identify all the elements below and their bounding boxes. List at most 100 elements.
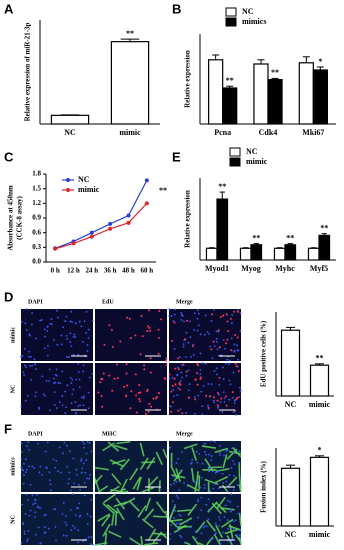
nucleus <box>216 373 218 376</box>
fiber <box>220 518 234 528</box>
nucleus <box>73 482 75 485</box>
nucleus <box>191 458 194 461</box>
edu-cell <box>197 364 200 367</box>
nucleus <box>66 444 68 447</box>
nucleus <box>197 498 199 501</box>
fiber <box>116 507 125 521</box>
marker <box>108 226 113 231</box>
edu-cell <box>222 314 225 317</box>
edu-cell <box>111 389 114 392</box>
nucleus <box>223 397 226 400</box>
nucleus <box>219 543 222 545</box>
nucleus <box>88 376 91 379</box>
nucleus <box>44 395 46 397</box>
nucleus <box>22 462 25 465</box>
panel-letter: C <box>4 149 14 164</box>
edu-cell <box>113 377 116 380</box>
nucleus <box>219 401 222 403</box>
nucleus <box>180 536 183 539</box>
fiber <box>186 483 200 492</box>
edu-cell <box>229 317 232 320</box>
x-tick-label: Cdk4 <box>259 128 278 137</box>
nucleus <box>172 388 175 391</box>
nucleus <box>65 534 68 537</box>
nucleus <box>176 530 179 533</box>
nucleus <box>213 370 216 373</box>
nucleus <box>218 524 221 527</box>
nucleus <box>36 493 38 496</box>
nucleus <box>20 466 23 469</box>
nucleus <box>80 471 83 474</box>
fiber <box>238 474 242 489</box>
nucleus <box>44 450 47 453</box>
nucleus <box>55 539 57 542</box>
legend-label: mimic <box>78 185 100 194</box>
nucleus <box>195 480 198 483</box>
y-axis-label: Relative expression <box>184 190 192 248</box>
fiber <box>143 508 155 521</box>
nucleus <box>28 465 31 468</box>
nucleus <box>185 412 188 414</box>
nucleus <box>179 379 182 382</box>
nucleus <box>176 525 179 528</box>
nucleus <box>168 377 171 380</box>
significance: ** <box>271 68 279 77</box>
nucleus <box>226 490 229 493</box>
fiber <box>113 444 128 451</box>
nucleus <box>29 509 32 512</box>
edu-cell <box>138 383 141 386</box>
nucleus <box>20 457 23 460</box>
nucleus <box>25 468 28 471</box>
fiber <box>132 476 142 490</box>
nucleus <box>226 449 229 452</box>
nucleus <box>33 515 36 518</box>
edu-cell <box>125 363 128 366</box>
nucleus <box>188 526 191 529</box>
nucleus <box>90 498 93 501</box>
nucleus <box>196 461 199 464</box>
edu-cell <box>126 316 129 319</box>
nucleus <box>43 347 46 350</box>
micrograph-bg <box>21 363 93 415</box>
edu-cell <box>119 340 122 343</box>
edu-cell <box>150 405 153 408</box>
nucleus <box>215 330 218 333</box>
nucleus <box>50 318 53 320</box>
nucleus <box>223 454 225 457</box>
edu-cell <box>149 357 152 360</box>
nucleus <box>85 459 88 461</box>
nucleus <box>75 468 78 471</box>
nucleus <box>78 320 81 323</box>
fiber <box>146 456 156 470</box>
nucleus <box>203 525 206 527</box>
nucleus <box>201 405 204 408</box>
micrograph <box>94 440 168 493</box>
nucleus <box>209 490 211 492</box>
line <box>54 202 148 250</box>
nucleus <box>236 505 239 508</box>
nucleus <box>217 406 219 409</box>
nucleus <box>39 506 41 509</box>
edu-cell <box>152 397 155 400</box>
nucleus <box>20 442 23 445</box>
fiber <box>141 461 156 464</box>
nucleus <box>53 338 55 341</box>
nucleus <box>221 472 224 475</box>
nucleus <box>49 409 51 412</box>
edu-cell <box>157 328 160 331</box>
nucleus <box>22 469 25 472</box>
x-tick-label: mimic <box>309 530 331 539</box>
nucleus <box>239 390 242 393</box>
nucleus <box>47 527 50 530</box>
nucleus <box>35 337 37 340</box>
nucleus <box>233 343 236 346</box>
edu-cell <box>144 413 147 416</box>
nucleus <box>48 479 51 482</box>
fiber <box>97 513 111 522</box>
nucleus <box>177 457 180 460</box>
edu-cell <box>218 346 221 349</box>
fiber <box>220 507 235 511</box>
nucleus <box>200 509 203 512</box>
nucleus <box>83 395 85 398</box>
nucleus <box>82 397 85 400</box>
